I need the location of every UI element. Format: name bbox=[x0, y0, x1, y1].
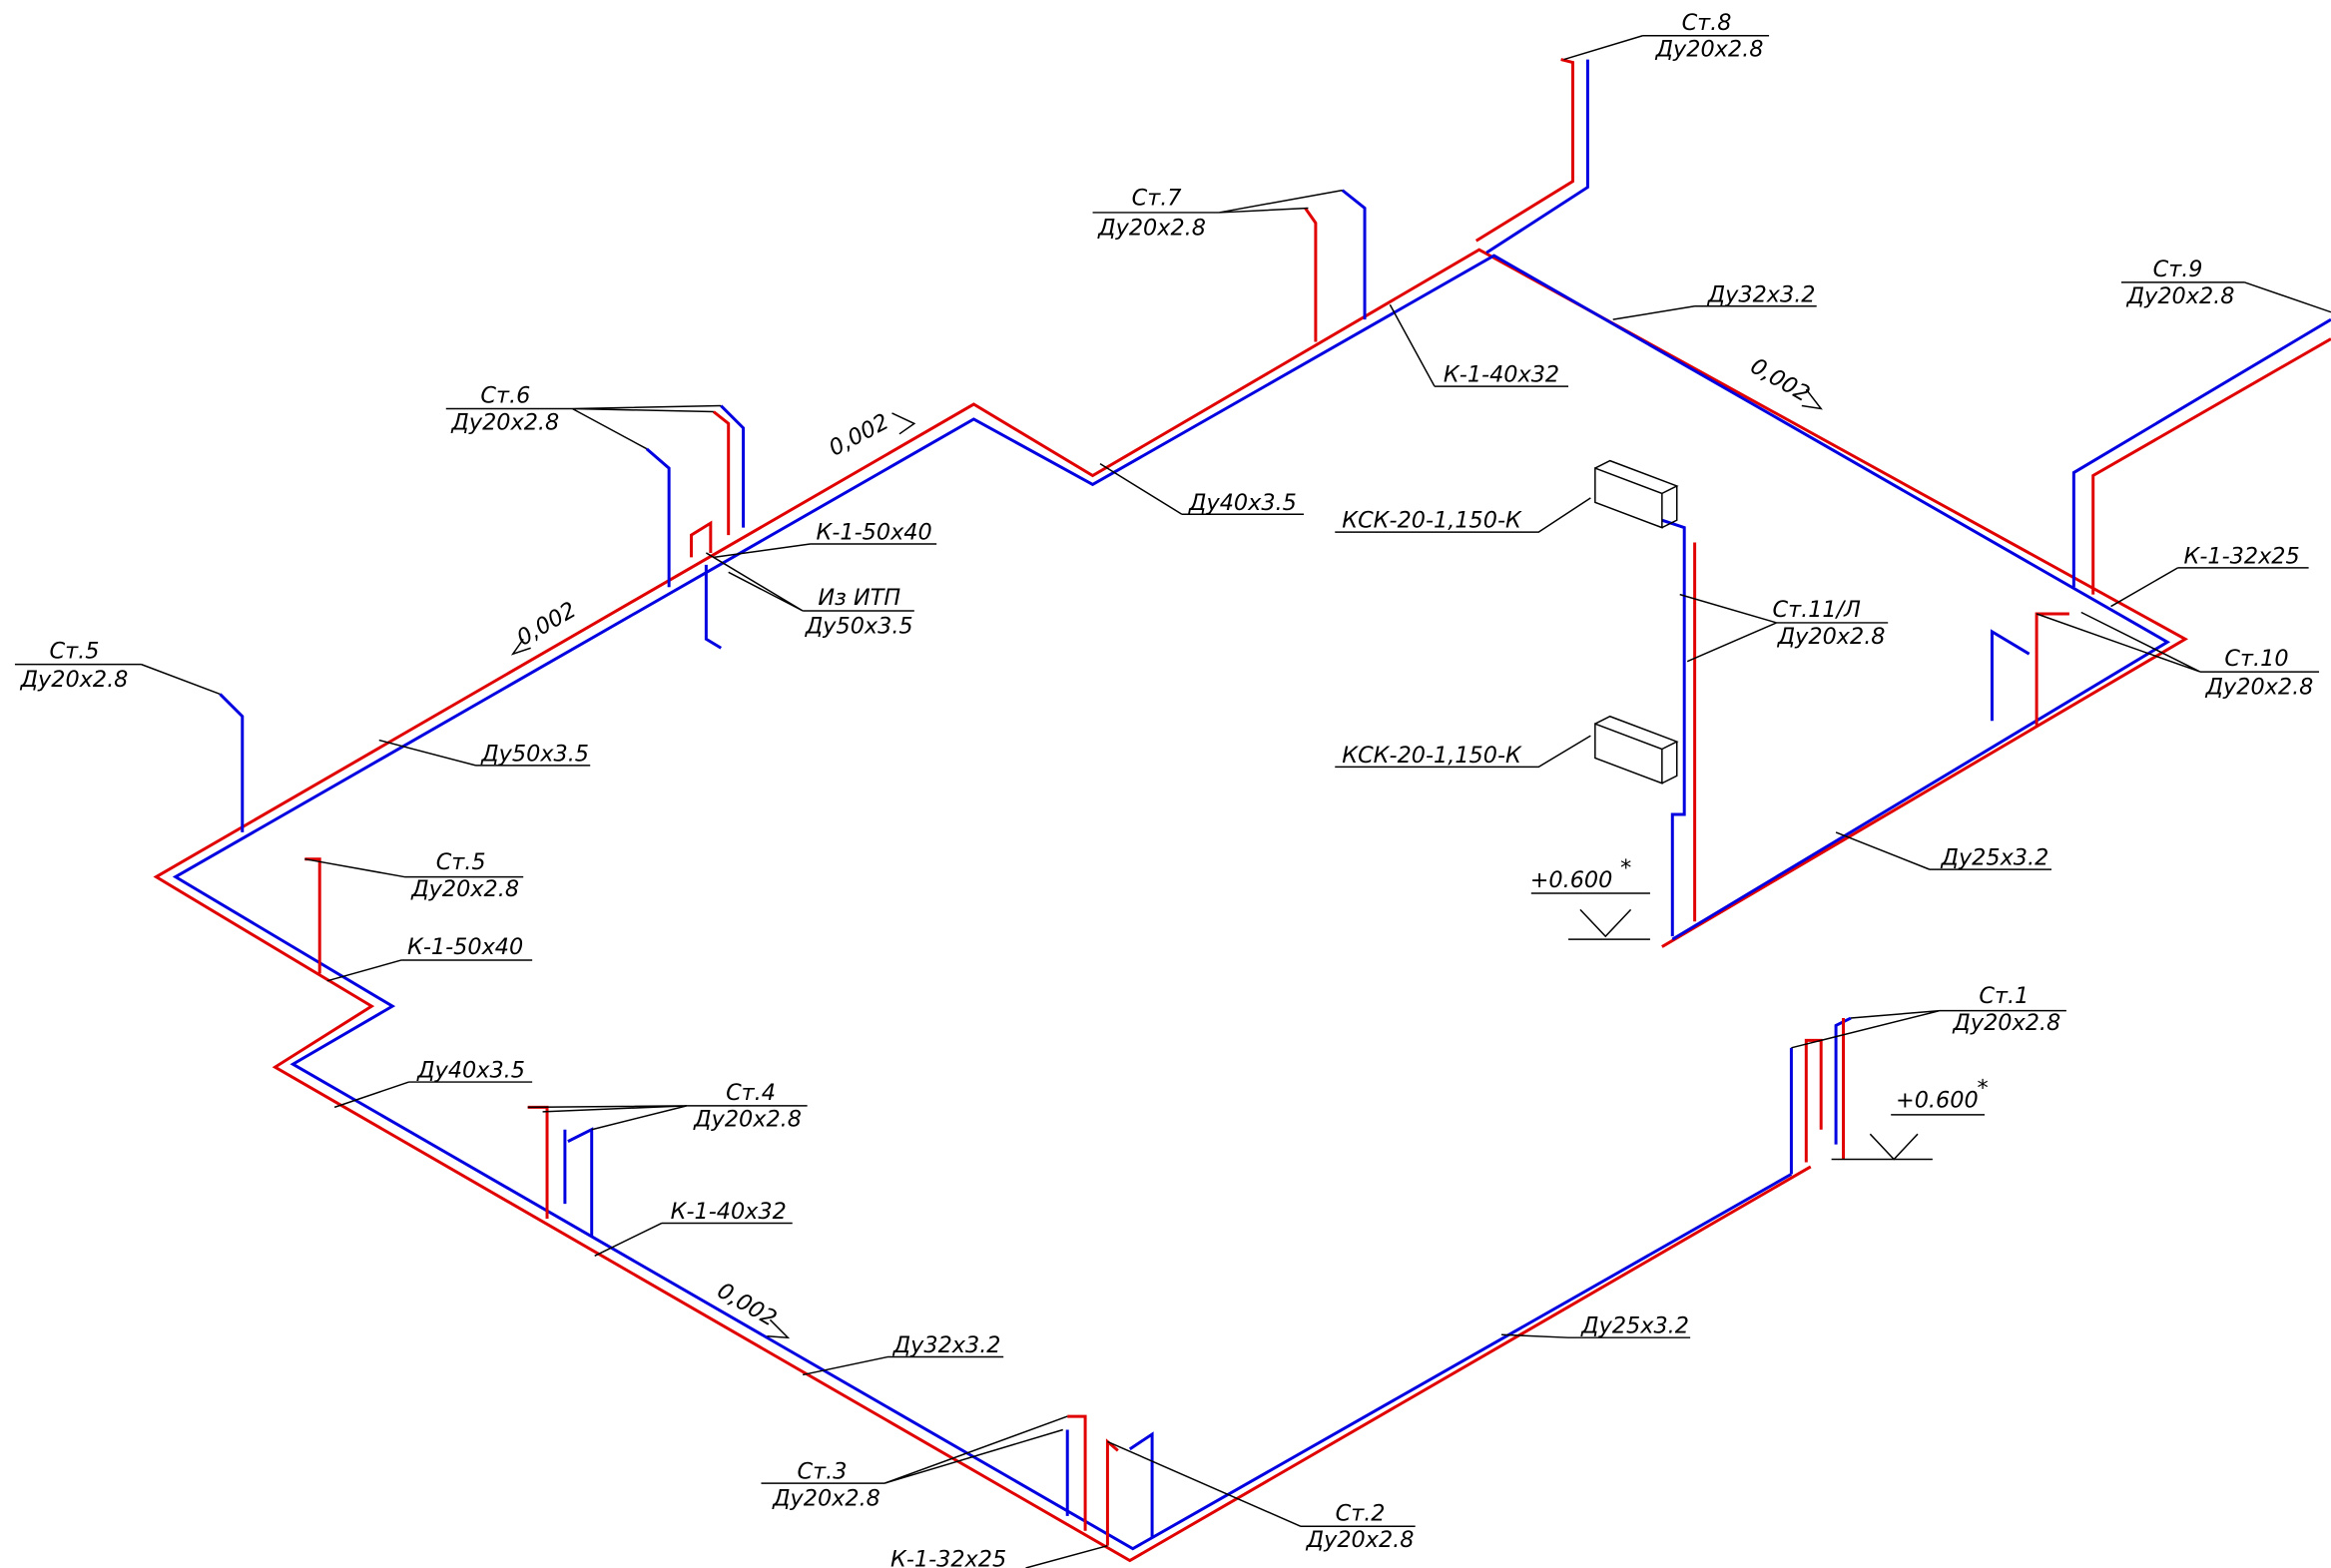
return-pipe bbox=[721, 406, 743, 528]
label: 0,002 bbox=[512, 597, 580, 651]
drawing-line bbox=[1832, 1115, 1985, 1160]
label: Ду20х2.8 bbox=[1097, 215, 1206, 241]
drawing-line bbox=[1595, 461, 1677, 528]
supply-pipe bbox=[691, 523, 710, 557]
asterisk: * bbox=[1620, 855, 1631, 881]
return-pipe bbox=[1343, 191, 1365, 320]
label: К-1-50х40 bbox=[817, 520, 932, 546]
label: Ду25х3.2 bbox=[1580, 1313, 1689, 1339]
label: Ст.11/Л bbox=[1773, 597, 1862, 623]
drawing-line bbox=[327, 960, 532, 981]
drawing-line bbox=[1613, 306, 1817, 319]
label: +0.600 bbox=[1530, 867, 1613, 893]
label: Ду20х2.8 bbox=[2205, 674, 2314, 700]
label: Ду20х2.8 bbox=[1952, 1010, 2060, 1036]
label: 0,002 bbox=[713, 1278, 781, 1331]
supply-pipe bbox=[1476, 60, 1573, 242]
label: +0.600 bbox=[1896, 1087, 1979, 1113]
asterisk: * bbox=[1978, 1075, 1989, 1101]
label: Ду20х2.8 bbox=[450, 409, 559, 435]
label: Ст.10 bbox=[2224, 646, 2288, 672]
label: Ду20х2.8 bbox=[1777, 624, 1886, 650]
label: 0,002 bbox=[1746, 353, 1814, 407]
equipment bbox=[1595, 461, 1677, 784]
label: К-1-40х32 bbox=[671, 1199, 787, 1225]
label: Ст.5 bbox=[436, 849, 486, 875]
drawing-line bbox=[803, 1357, 1003, 1375]
supply-pipe bbox=[714, 411, 729, 535]
page: Isometric heating scheme {"risers": [ {"… bbox=[0, 0, 2331, 1568]
drawing-line bbox=[1026, 1546, 1108, 1568]
label: Ду32х3.2 bbox=[1707, 281, 1816, 307]
return-pipe bbox=[706, 565, 721, 648]
drawing-line bbox=[2111, 568, 2309, 607]
drawing-line bbox=[334, 1082, 532, 1107]
label: Ду40х3.5 bbox=[416, 1058, 525, 1084]
supply-pipe bbox=[156, 250, 2185, 1560]
label: Ст.8 bbox=[1682, 10, 1732, 36]
label: Ст.9 bbox=[2153, 257, 2203, 282]
label: Ду20х2.8 bbox=[410, 876, 519, 902]
label: Ду20х2.8 bbox=[772, 1485, 880, 1511]
label: Ст.2 bbox=[1336, 1500, 1386, 1526]
return-pipe bbox=[1130, 1434, 1152, 1538]
leaders bbox=[15, 36, 2331, 1568]
supply-pipe bbox=[1806, 1040, 1821, 1162]
label: Ст.5 bbox=[50, 639, 100, 665]
return-pipe bbox=[647, 449, 669, 587]
label: 0,002 bbox=[825, 409, 893, 462]
label: Ду20х2.8 bbox=[693, 1107, 802, 1133]
label: К-1-50х40 bbox=[407, 934, 523, 960]
label: Ду20х2.8 bbox=[2126, 283, 2235, 309]
label: К-1-32х25 bbox=[2183, 543, 2299, 569]
label: Ст.1 bbox=[1979, 983, 2029, 1009]
label: Ду40х3.5 bbox=[1188, 490, 1297, 516]
label: Ст.7 bbox=[1132, 185, 1182, 211]
drawing-line bbox=[1595, 717, 1677, 784]
pipes bbox=[156, 60, 2331, 1561]
label: Из ИТП bbox=[818, 585, 900, 611]
label: Ду20х2.8 bbox=[20, 667, 129, 693]
label: Ду20х2.8 bbox=[1306, 1527, 1415, 1553]
labels: Ст.8 Ду20х2.8 Ст.7 Ду20х2.8 Ст.6 Ду20х2.… bbox=[20, 10, 2314, 1568]
supply-pipe bbox=[1305, 208, 1315, 341]
return-pipe bbox=[1662, 520, 1684, 936]
label: Ду20х2.8 bbox=[1655, 37, 1764, 63]
label: КСК-20-1,150-К bbox=[1342, 508, 1522, 534]
body: Ст.8 Ду20х2.8 Ст.7 Ду20х2.8 Ст.6 Ду20х2.… bbox=[0, 0, 2331, 1568]
label: Ст.6 bbox=[480, 383, 530, 409]
return-pipe bbox=[568, 1130, 592, 1237]
drawing-line bbox=[1531, 893, 1650, 939]
label: КСК-20-1,150-К bbox=[1342, 743, 1522, 769]
label: Ду32х3.2 bbox=[892, 1332, 1001, 1358]
label: К-1-32х25 bbox=[890, 1547, 1006, 1568]
return-pipe bbox=[1992, 632, 2029, 721]
drawing-line bbox=[595, 1224, 793, 1257]
supply-pipe bbox=[1107, 1441, 1117, 1545]
drawing-line bbox=[304, 859, 523, 877]
label: Ст.3 bbox=[798, 1459, 848, 1485]
return-pipe bbox=[220, 694, 242, 831]
label: Ду50х3.5 bbox=[480, 741, 589, 767]
label: Ду25х3.2 bbox=[1941, 845, 2049, 871]
scheme: Ст.8 Ду20х2.8 Ст.7 Ду20х2.8 Ст.6 Ду20х2.… bbox=[0, 0, 2331, 1568]
label: Ст.4 bbox=[726, 1080, 776, 1106]
label: К-1-40х32 bbox=[1444, 362, 1559, 388]
label: Ду50х3.5 bbox=[805, 613, 913, 639]
